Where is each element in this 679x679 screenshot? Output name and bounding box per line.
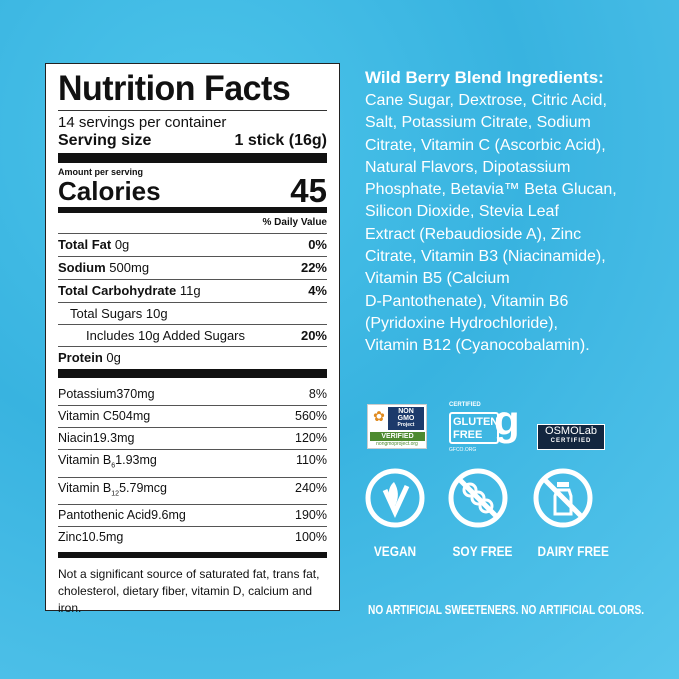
vitamin-row: Potassium370mg 8% xyxy=(58,384,327,405)
ingredients-line: Silicon Dioxide, Stevia Leaf xyxy=(365,203,559,221)
nutrition-facts-label: Nutrition Facts 14 servings per containe… xyxy=(45,63,340,615)
vitamin-dv: 190% xyxy=(295,508,327,522)
nutrient-row: Total Carbohydrate 11g 4% xyxy=(58,279,327,302)
vitamin-dv: 120% xyxy=(295,431,327,445)
ingredients-line: Cane Sugar, Dextrose, Citric Acid, xyxy=(365,92,607,109)
vitamin-row: Vitamin B61.93mg 110% xyxy=(58,449,327,477)
nutrient-name: Total Sugars 10g xyxy=(70,306,168,321)
vegan-leaf-icon xyxy=(365,468,425,528)
vitamin-name: Zinc10.5mg xyxy=(58,530,124,544)
vitamin-row: Zinc10.5mg 100% xyxy=(58,526,327,548)
serving-size-value: 1 stick (16g) xyxy=(234,132,327,149)
nutrient-name: Total Fat 0g xyxy=(58,237,130,252)
nutrient-name: Sodium 500mg xyxy=(58,260,150,275)
vitamin-row: Vitamin B125.79mcg 240% xyxy=(58,476,327,505)
badge-label: VEGAN xyxy=(373,543,417,559)
nutrient-amount: 500mg xyxy=(109,260,150,275)
badge-vegan: VEGAN xyxy=(365,468,425,559)
vitamin-amount: 370mg xyxy=(116,387,155,401)
calories-value: 45 xyxy=(290,172,327,209)
serving-size-label: Serving size xyxy=(58,132,152,149)
servings-per-container: 14 servings per container xyxy=(58,114,227,131)
ingredients-line: Extract (Rebaudioside A), Zinc xyxy=(365,225,582,243)
badge-label: DAIRY FREE xyxy=(537,543,609,559)
vitamin-amount: 10.5mg xyxy=(81,530,124,544)
nutrient-amount: 0g xyxy=(106,350,121,365)
gluten-free-logo: CERTIFIED GLUTEN FREE g GFCO.ORG xyxy=(449,397,520,453)
amount-per-serving: Amount per serving xyxy=(58,167,144,177)
ingredients-line: Salt, Potassium Citrate, Sodium xyxy=(365,114,591,132)
gluten-g-icon: g xyxy=(494,397,520,444)
nutrient-dv: 4% xyxy=(308,283,327,298)
nutrient-row: Total Fat 0g 0% xyxy=(58,233,327,256)
vitamin-row: Pantothenic Acid9.6mg 190% xyxy=(58,504,327,526)
no-dairy-icon xyxy=(533,468,593,528)
ingredients-line: Citrate, Vitamin B3 (Niacinamide), xyxy=(365,248,606,266)
non-gmo-logo: ✿ NON GMO Project VERIFIED nongmoproject.o… xyxy=(367,404,427,449)
nutrient-row: Protein 0g xyxy=(58,346,327,368)
ingredients-line: (Pyridoxine Hydrochloride), xyxy=(365,314,558,332)
badge-soy-free: SOY FREE xyxy=(448,468,513,559)
vitamin-amount: 19.3mg xyxy=(92,431,135,445)
nutrient-amount: 11g xyxy=(179,283,201,298)
nutrient-dv: 0% xyxy=(308,237,327,252)
ingredients-panel: Wild Berry Blend Ingredients: Cane Sugar… xyxy=(365,66,617,358)
nutrient-name: Protein 0g xyxy=(58,350,121,365)
ingredients-line: Phosphate, Betavia™ Beta Glucan, xyxy=(365,181,617,199)
vitamin-name: Niacin19.3mg xyxy=(58,431,135,445)
daily-value-header: % Daily Value xyxy=(262,217,327,228)
vitamin-row: Niacin19.3mg 120% xyxy=(58,427,327,449)
vitamin-amount: 504mg xyxy=(111,409,151,423)
nutrient-dv: 22% xyxy=(300,260,327,275)
footnote: Not a significant source of saturated fa… xyxy=(58,567,320,615)
vitamin-dv: 110% xyxy=(295,453,327,467)
calories-row: Calories 45 xyxy=(58,172,327,209)
ingredients-title: Wild Berry Blend Ingredients: xyxy=(365,68,604,87)
nutrient-amount: 0g xyxy=(114,237,130,252)
ingredients-line: Vitamin B12 (Cyanocobalamin). xyxy=(365,337,590,355)
nutrient-row: Includes 10g Added Sugars 20% xyxy=(58,324,327,346)
vitamin-dv: 560% xyxy=(295,409,327,423)
label-title: Nutrition Facts xyxy=(58,69,291,108)
vitamin-dv: 8% xyxy=(308,387,327,401)
vitamin-dv: 240% xyxy=(295,480,327,495)
certification-logos: ✿ NON GMO Project VERIFIED nongmoproject.o… xyxy=(367,397,637,457)
vitamin-row: Vitamin C504mg 560% xyxy=(58,405,327,427)
ingredients-line: D-Pantothenate), Vitamin B6 xyxy=(365,292,569,310)
badge-dairy-free: DAIRY FREE xyxy=(533,468,609,559)
nutrient-row: Sodium 500mg 22% xyxy=(58,256,327,279)
osmolab-logo: OSMOLab CERTIFIED xyxy=(537,424,605,450)
vitamin-amount: 9.6mg xyxy=(151,508,186,522)
nutrient-amount: 10g xyxy=(145,306,168,321)
ingredients-line: Citrate, Vitamin C (Ascorbic Acid), xyxy=(365,136,606,154)
vitamin-amount: 1.93mg xyxy=(115,453,157,467)
nutrient-name: Includes 10g Added Sugars xyxy=(86,328,246,343)
ingredients-line: Vitamin B5 (Calcium xyxy=(365,270,510,288)
no-soy-icon xyxy=(448,468,508,528)
nutrient-dv: 20% xyxy=(300,328,327,343)
serving-size: Serving size 1 stick (16g) xyxy=(58,131,327,150)
vitamin-name: Pantothenic Acid9.6mg xyxy=(58,508,186,522)
vitamin-name: Potassium370mg xyxy=(58,387,155,401)
vitamin-name: Vitamin B125.79mcg xyxy=(58,480,168,498)
calories-label: Calories xyxy=(58,176,161,206)
butterfly-icon: ✿ xyxy=(373,408,385,424)
ingredients-line: Natural Flavors, Dipotassium xyxy=(365,158,571,176)
vitamin-name: Vitamin C504mg xyxy=(58,409,151,423)
vitamin-amount: 5.79mcg xyxy=(119,480,168,495)
nutrient-name: Total Carbohydrate 11g xyxy=(58,283,201,298)
tagline: NO ARTIFICIAL SWEETENERS. NO ARTIFICIAL … xyxy=(368,602,645,617)
nutrient-row: Total Sugars 10g xyxy=(58,302,327,324)
badge-label: SOY FREE xyxy=(452,543,513,559)
vitamin-name: Vitamin B61.93mg xyxy=(58,453,157,470)
vitamin-dv: 100% xyxy=(295,530,327,544)
